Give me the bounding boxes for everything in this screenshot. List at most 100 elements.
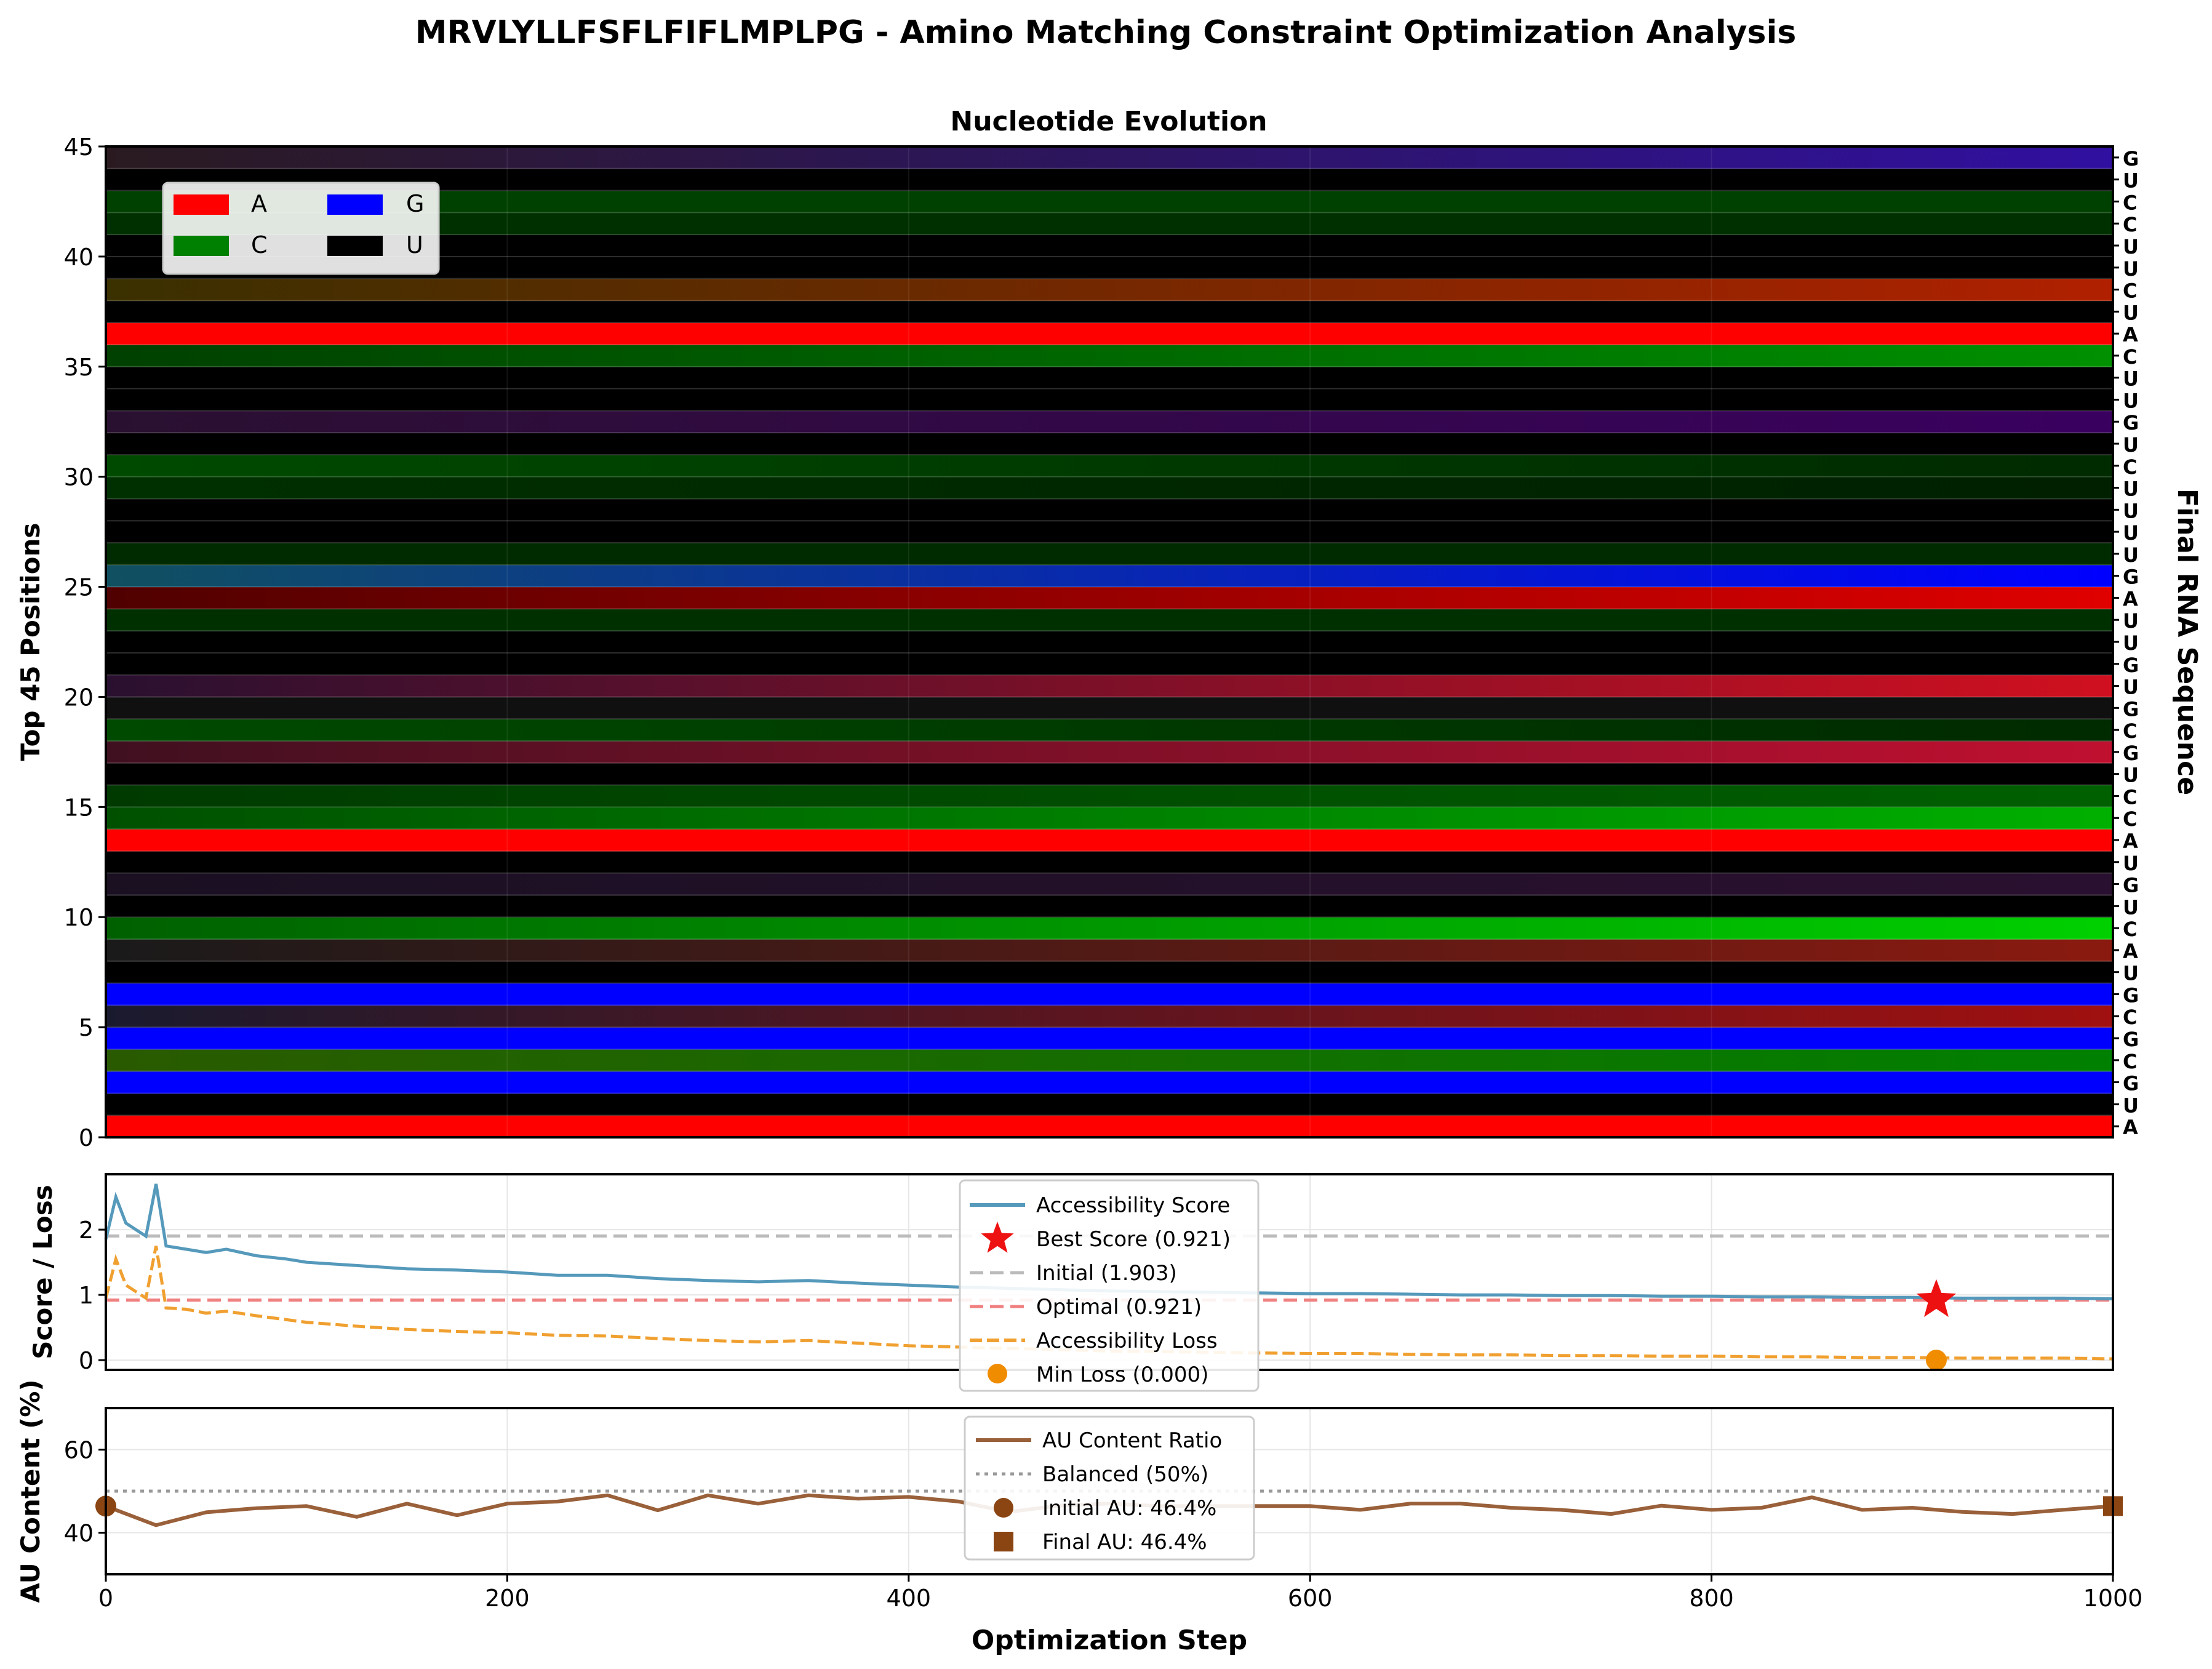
heatmap-row — [106, 345, 2113, 367]
seq-label: C — [2123, 918, 2137, 941]
heatmap-row — [106, 168, 2113, 191]
y-tick-label: 40 — [64, 244, 94, 271]
legend-swatch-c — [174, 236, 229, 256]
heatmap-row — [106, 234, 2113, 257]
series-accessibility-loss — [104, 1246, 2114, 1361]
heatmap-row — [106, 609, 2113, 631]
seq-label: A — [2123, 830, 2138, 853]
heatmap-row — [106, 762, 2113, 786]
heatmap-panel: Nucleotide Evolution 051015202530354045 … — [15, 106, 2203, 1151]
min-loss-dot — [1925, 1350, 1947, 1371]
au-frame — [105, 1407, 2114, 1575]
seq-label: G — [2123, 411, 2139, 434]
heatmap-rows — [106, 146, 2113, 1138]
seq-label: U — [2123, 962, 2139, 985]
heatmap-row — [106, 939, 2113, 962]
au-y-ticks: 40 60 — [64, 1437, 106, 1547]
heatmap-row — [106, 498, 2113, 521]
heatmap-row — [106, 873, 2113, 895]
heatmap-row — [106, 1115, 2113, 1138]
seq-label: A — [2123, 1116, 2138, 1139]
heatmap-row — [106, 674, 2113, 697]
legend-label-au-content: AU Content Ratio — [1042, 1428, 1222, 1453]
seq-label: U — [2123, 895, 2139, 919]
legend-label-u: U — [406, 231, 423, 258]
heatmap-row — [106, 278, 2113, 301]
legend-label-initial: Initial (1.903) — [1036, 1261, 1177, 1286]
au-x-label: Optimization Step — [972, 1625, 1247, 1656]
seq-label: G — [2123, 566, 2139, 589]
heatmap-row — [106, 388, 2113, 411]
y-tick-label: 25 — [64, 574, 94, 601]
y-tick-label: 45 — [64, 134, 94, 161]
heatmap-row — [106, 741, 2113, 764]
heatmap-y-label: Top 45 Positions — [15, 523, 46, 761]
heatmap-row — [106, 719, 2113, 742]
heatmap-legend: A C G U — [162, 182, 440, 275]
au-x-ticks: 0 200 400 600 800 1000 — [98, 1574, 2142, 1612]
seq-label: U — [2123, 478, 2139, 501]
seq-label: A — [2123, 323, 2138, 346]
seq-label: C — [2123, 279, 2137, 303]
seq-label: G — [2123, 742, 2139, 765]
best-score-star — [1916, 1279, 1957, 1317]
heatmap-row — [106, 631, 2113, 654]
series-accessibility-score — [104, 1183, 2114, 1300]
seq-label: U — [2123, 852, 2139, 875]
heatmap-row — [106, 454, 2113, 478]
heatmap-row — [106, 521, 2113, 543]
score-legend-box — [959, 1179, 1260, 1392]
score-loss-panel: 0 1 2 Score / Loss Accessibility Score Bes… — [28, 1173, 2114, 1392]
y-tick-label: 40 — [64, 1520, 94, 1547]
heatmap-row — [106, 961, 2113, 984]
heatmap-row — [106, 1005, 2113, 1028]
legend-label-balanced: Balanced (50%) — [1042, 1462, 1208, 1487]
legend-label-g: G — [406, 190, 424, 217]
heatmap-y-ticks: 0 5 10 15 20 25 30 35 40 45 — [64, 134, 106, 1151]
heatmap-row — [106, 476, 2113, 499]
seq-label: U — [2123, 389, 2139, 412]
heatmap-right-label: Final RNA Sequence — [2171, 489, 2203, 795]
heatmap-row — [106, 543, 2113, 566]
legend-label-accessibility-loss: Accessibility Loss — [1036, 1329, 1218, 1353]
legend-swatch-a — [174, 194, 229, 215]
seq-label: G — [2123, 697, 2139, 721]
heatmap-row — [106, 146, 2113, 169]
legend-swatch-g — [327, 194, 383, 215]
legend-swatch-u — [327, 236, 383, 256]
seq-label: C — [2123, 785, 2137, 809]
y-tick-label: 5 — [79, 1014, 94, 1041]
seq-label: C — [2123, 213, 2137, 236]
legend-marker-final-au — [994, 1532, 1013, 1551]
seq-label: U — [2123, 257, 2139, 281]
y-tick-label: 1 — [79, 1282, 94, 1309]
x-tick-label: 600 — [1288, 1585, 1333, 1612]
y-tick-label: 60 — [64, 1437, 94, 1464]
x-tick-label: 200 — [485, 1585, 530, 1612]
seq-label: G — [2123, 1028, 2139, 1051]
au-content-panel: 40 60 0 200 400 600 800 1000 Optimization Step… — [15, 1379, 2142, 1656]
y-tick-label: 0 — [79, 1124, 94, 1151]
heatmap-row — [106, 1049, 2113, 1072]
y-tick-label: 0 — [79, 1347, 94, 1374]
heatmap-row — [106, 564, 2113, 588]
x-tick-label: 400 — [887, 1585, 932, 1612]
seq-label: C — [2123, 455, 2137, 479]
y-tick-label: 30 — [64, 464, 94, 491]
heatmap-row — [106, 410, 2113, 433]
seq-label: U — [2123, 543, 2139, 567]
heatmap-row — [106, 586, 2113, 609]
seq-label: U — [2123, 764, 2139, 787]
seq-label: C — [2123, 191, 2137, 214]
legend-label-initial-au: Initial AU: 46.4% — [1042, 1496, 1216, 1521]
legend-label-best-score: Best Score (0.921) — [1036, 1227, 1231, 1252]
au-y-label: AU Content (%) — [15, 1379, 46, 1603]
legend-label-optimal: Optimal (0.921) — [1036, 1295, 1202, 1319]
legend-marker-initial-au — [994, 1498, 1013, 1518]
legend-label-accessibility-score: Accessibility Score — [1036, 1193, 1230, 1218]
y-tick-label: 20 — [64, 684, 94, 711]
au-legend: AU Content Ratio Balanced (50%) Initial … — [964, 1415, 1255, 1561]
heatmap-row — [106, 983, 2113, 1006]
heatmap-row — [106, 256, 2113, 279]
